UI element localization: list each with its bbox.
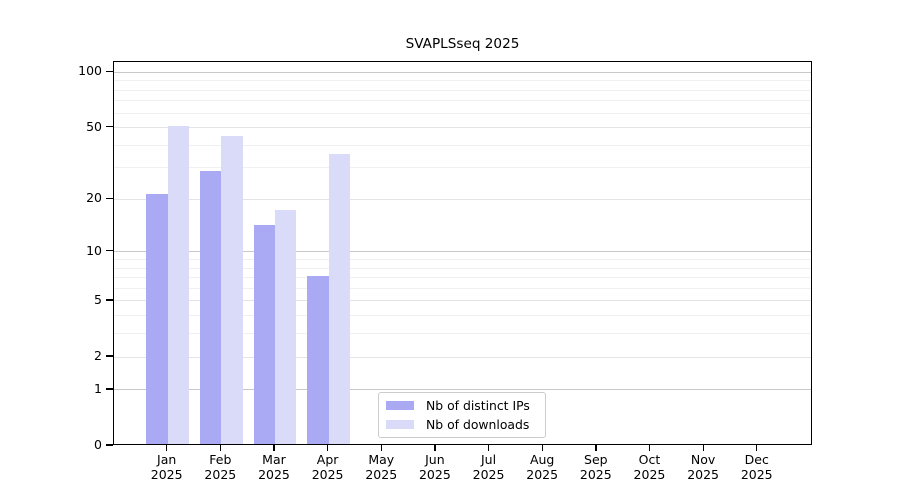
bar-nb-of-downloads-feb [221, 135, 243, 444]
bar-nb-of-distinct-ips-apr [307, 275, 329, 444]
gridline-7 [114, 277, 811, 279]
x-tick-mark-jun [434, 445, 436, 451]
x-tick-mark-may [380, 445, 382, 451]
x-tick-mark-apr [327, 445, 329, 451]
x-tick-label-aug: Aug 2025 [526, 452, 559, 482]
y-tick-mark-2 [106, 355, 113, 357]
gridline-2 [114, 356, 811, 358]
x-tick-mark-oct [648, 445, 651, 451]
x-tick-label-sep: Sep 2025 [579, 452, 612, 482]
y-tick-label-2: 2 [94, 348, 102, 363]
y-tick-mark-10 [106, 250, 113, 252]
legend-label-nb-of-distinct-ips: Nb of distinct IPs [426, 398, 530, 413]
gridline-10 [114, 251, 811, 253]
gridline-5 [114, 300, 811, 302]
gridline-3 [114, 333, 811, 335]
legend-swatch-nb-of-distinct-ips [386, 401, 414, 410]
chart-title: SVAPLSseq 2025 [405, 36, 520, 52]
gridline-9 [114, 258, 811, 260]
gridline-1 [114, 389, 811, 391]
bar-nb-of-distinct-ips-feb [199, 171, 222, 444]
gridline-60 [114, 112, 811, 114]
x-tick-label-may: May 2025 [365, 452, 398, 482]
gridline-8 [114, 267, 811, 269]
gridline-30 [114, 167, 811, 169]
bar-nb-of-distinct-ips-jan [146, 193, 168, 444]
gridline-90 [114, 80, 811, 82]
x-tick-mark-jan [166, 445, 168, 451]
y-tick-mark-0 [106, 444, 113, 446]
gridline-50 [114, 127, 811, 129]
y-tick-mark-100 [106, 70, 113, 72]
x-tick-label-jul: Jul 2025 [472, 452, 505, 482]
x-tick-mark-aug [541, 445, 543, 451]
y-tick-label-10: 10 [86, 242, 102, 258]
gridline-70 [114, 100, 811, 102]
y-tick-label-1: 1 [94, 380, 102, 396]
x-tick-mark-mar [273, 445, 275, 451]
plot-area [113, 61, 812, 445]
x-tick-mark-jul [487, 445, 490, 451]
x-tick-label-oct: Oct 2025 [633, 452, 666, 482]
x-tick-label-nov: Nov 2025 [687, 452, 719, 482]
bar-nb-of-distinct-ips-mar [253, 224, 275, 444]
x-tick-label-jan: Jan 2025 [150, 452, 183, 482]
x-tick-mark-dec [756, 445, 758, 451]
bar-nb-of-downloads-apr [328, 153, 350, 444]
x-tick-mark-sep [595, 445, 597, 451]
x-tick-label-mar: Mar 2025 [258, 452, 290, 482]
gridline-4 [114, 315, 811, 317]
gridline-80 [114, 89, 811, 91]
y-tick-mark-50 [106, 125, 113, 128]
gridline-20 [114, 198, 811, 200]
legend-label-nb-of-downloads: Nb of downloads [426, 417, 530, 432]
y-tick-mark-1 [106, 388, 113, 390]
y-tick-label-5: 5 [94, 291, 102, 307]
legend-entry-nb-of-distinct-ips: Nb of distinct IPs [386, 398, 538, 413]
y-tick-label-50: 50 [86, 118, 102, 134]
x-tick-mark-feb [219, 445, 222, 451]
y-tick-mark-20 [106, 197, 113, 200]
gridline-100 [114, 71, 811, 73]
legend-entry-nb-of-downloads: Nb of downloads [386, 417, 538, 432]
x-tick-label-dec: Dec 2025 [740, 452, 773, 482]
legend: Nb of distinct IPs Nb of downloads [378, 392, 546, 438]
y-tick-label-0: 0 [94, 437, 102, 452]
y-tick-label-100: 100 [78, 63, 102, 79]
legend-swatch-nb-of-downloads [386, 420, 414, 429]
y-tick-label-20: 20 [86, 190, 102, 206]
gridline-6 [114, 287, 811, 289]
bar-nb-of-downloads-jan [167, 125, 190, 444]
gridline-40 [114, 144, 811, 146]
x-tick-label-feb: Feb 2025 [204, 452, 237, 482]
bar-nb-of-downloads-mar [274, 209, 297, 444]
x-tick-mark-nov [702, 445, 704, 451]
y-tick-mark-5 [106, 299, 113, 301]
x-tick-label-jun: Jun 2025 [418, 452, 451, 482]
x-tick-label-apr: Apr 2025 [311, 452, 344, 482]
